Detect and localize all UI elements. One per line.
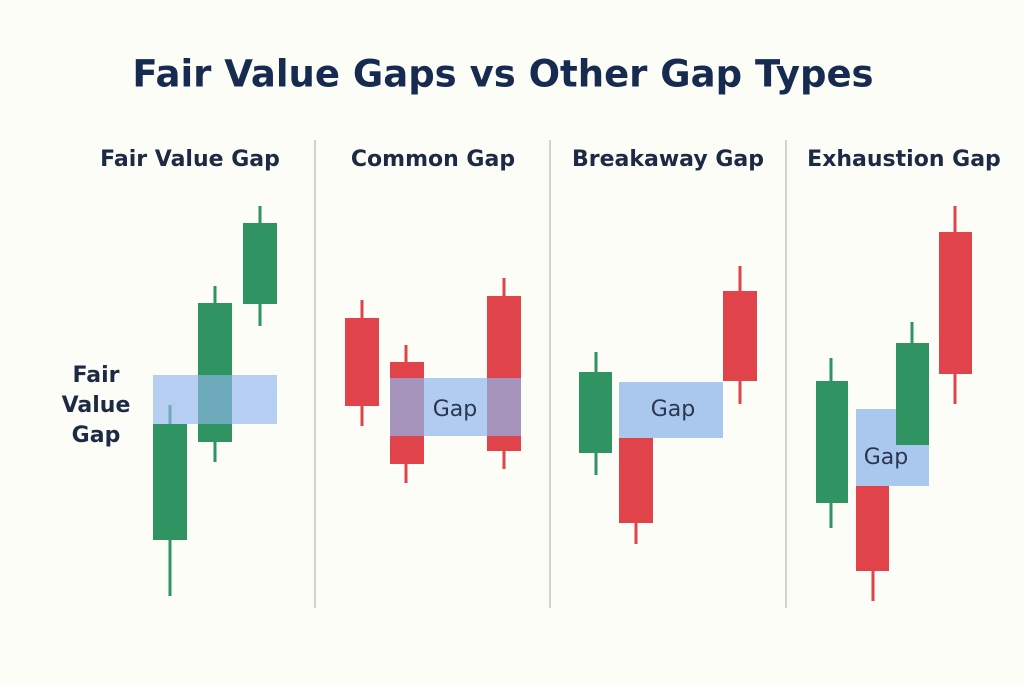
gap-zone (390, 378, 521, 436)
candle (939, 232, 972, 374)
candle (153, 424, 187, 540)
title: Fair Value Gaps vs Other Gap Types (132, 53, 873, 96)
candle (896, 343, 929, 445)
panel-title: Exhaustion Gap (807, 147, 1001, 172)
gap-label: Fair (73, 363, 120, 388)
gap-zone (153, 375, 277, 424)
panel-exhaustion-gap: Gap (816, 206, 972, 601)
gap-zone (619, 382, 723, 438)
panel-breakaway-gap: Gap (579, 266, 757, 544)
panel-fair-value-gap: Fair Value Gap (62, 206, 277, 596)
candle (243, 223, 277, 304)
gap-label: Gap (651, 397, 696, 422)
candle (345, 318, 379, 406)
panel-title: Breakaway Gap (572, 147, 764, 172)
candle (856, 486, 889, 571)
candle (619, 438, 653, 523)
candle (723, 291, 757, 381)
candle (579, 372, 612, 453)
panel-common-gap: Gap (345, 278, 521, 483)
panel-title: Common Gap (351, 147, 515, 172)
gap-label: Gap (864, 445, 909, 470)
gap-label: Gap (72, 423, 121, 448)
panel-title: Fair Value Gap (100, 147, 280, 172)
candle (816, 381, 848, 503)
gap-label: Gap (433, 397, 478, 422)
gap-label: Value (62, 393, 131, 418)
